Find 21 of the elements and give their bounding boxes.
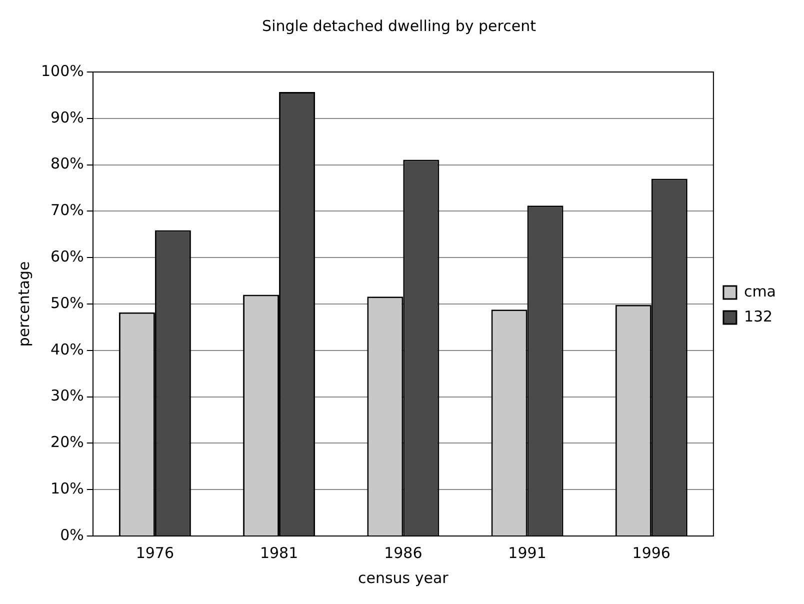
y-tick-label: 100% <box>40 62 84 80</box>
x-tick-label: 1981 <box>260 544 298 562</box>
y-tick-label: 30% <box>50 386 84 405</box>
y-tick-label: 40% <box>50 340 84 358</box>
y-tick-label: 20% <box>50 433 84 452</box>
chart-title: Single detached dwelling by percent <box>262 16 536 35</box>
y-tick-label: 50% <box>50 294 84 312</box>
x-axis-title: census year <box>358 568 450 587</box>
y-tick-label: 70% <box>50 201 84 220</box>
y-tick-label: 90% <box>50 108 84 126</box>
y-tick-label: 80% <box>50 154 84 173</box>
y-tick-label: 60% <box>50 247 84 266</box>
legend-label: 132 <box>744 307 773 326</box>
y-axis-title: percentage <box>14 261 33 347</box>
y-tick-label: 0% <box>60 526 84 544</box>
y-tick-label: 10% <box>50 479 84 498</box>
x-tick-label: 1976 <box>136 544 174 562</box>
x-tick-label: 1986 <box>384 544 422 562</box>
x-tick-label: 1991 <box>508 544 546 562</box>
legend-label: cma <box>744 282 776 300</box>
x-tick-label: 1996 <box>632 544 670 562</box>
